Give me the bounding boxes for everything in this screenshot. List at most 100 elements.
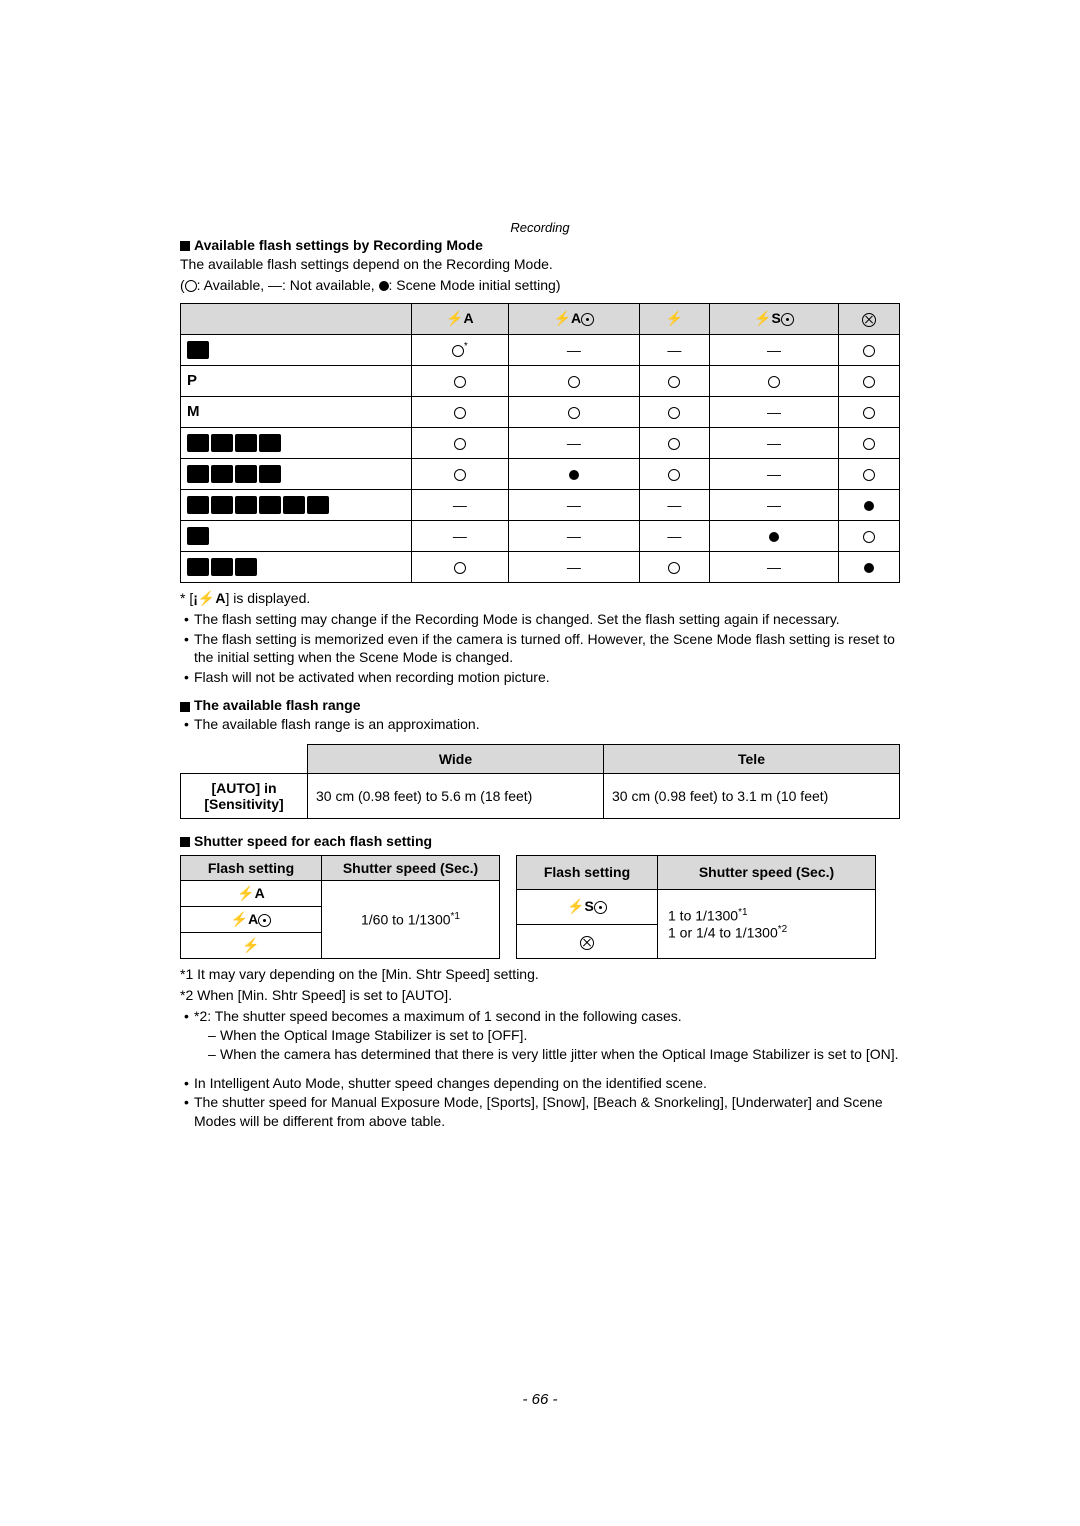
footnote-2: *2 When [Min. Shtr Speed] is set to [AUT… [180, 986, 900, 1005]
flash-off-icon [580, 936, 594, 950]
range-row-label: [AUTO] in [Sensitivity] [181, 774, 308, 819]
mode-cell [181, 427, 412, 458]
bullets-section1: The flash setting may change if the Reco… [180, 610, 900, 688]
shutter-table-left: Flash setting Shutter speed (Sec.) ⚡A 1/… [180, 855, 500, 959]
flash-cell [839, 396, 900, 427]
list-item: In Intelligent Auto Mode, shutter speed … [184, 1074, 900, 1093]
range-label-1: [AUTO] in [211, 780, 276, 796]
flash-cell: — [709, 427, 838, 458]
list-item: Flash will not be activated when recordi… [184, 668, 900, 687]
flash-cell: — [508, 551, 639, 582]
th-flash-on: ⚡ [639, 303, 709, 334]
flash-off-icon [862, 313, 876, 327]
th-blank [181, 303, 412, 334]
flash-cell [412, 396, 509, 427]
sh-l-speed: 1/60 to 1/1300*1 [322, 881, 500, 959]
shutter-tables-container: Flash setting Shutter speed (Sec.) ⚡A 1/… [180, 855, 900, 959]
flash-cell: — [508, 334, 639, 365]
range-th-tele: Tele [604, 745, 900, 774]
mode-cell: M [181, 396, 412, 427]
flash-cell: — [508, 489, 639, 520]
sh-r-l2: 1 or 1/4 to 1/1300 [668, 925, 778, 941]
list-item: The flash setting is memorized even if t… [184, 630, 900, 668]
section1-title-text: Available flash settings by Recording Mo… [194, 237, 483, 253]
flash-cell [839, 334, 900, 365]
bullets-section2: *2: The shutter speed becomes a maximum … [180, 1007, 900, 1064]
scene-mode-icon [307, 496, 329, 514]
mode-cell [181, 334, 412, 365]
flash-cell [639, 427, 709, 458]
flash-cell [839, 520, 900, 551]
scene-mode-icon [235, 558, 257, 576]
circle-open-icon [185, 280, 197, 292]
sh-r-l1s: *1 [738, 907, 747, 918]
sh-l-r3: ⚡ [181, 933, 322, 959]
note-prefix: * [ [180, 590, 193, 606]
flash-cell [839, 365, 900, 396]
scene-mode-icon [187, 434, 209, 452]
flash-cell [412, 551, 509, 582]
section2-title: The available flash range [180, 697, 900, 713]
sh-r-l2s: *2 [778, 924, 787, 935]
sh-l-speed-text: 1/60 to 1/1300 [361, 912, 451, 928]
table-row: ———— [181, 489, 900, 520]
header-recording: Recording [180, 220, 900, 235]
blank-cell [181, 745, 308, 774]
flash-cell [839, 458, 900, 489]
scene-mode-icon [211, 434, 233, 452]
range-label-2: [Sensitivity] [204, 796, 283, 812]
scene-mode-icon [211, 496, 233, 514]
square-bullet-icon [180, 702, 190, 712]
iflash-icon: ¡⚡A [193, 590, 225, 606]
range-wide: 30 cm (0.98 feet) to 5.6 m (18 feet) [308, 774, 604, 819]
legend: (: Available, —: Not available, : Scene … [180, 276, 900, 295]
sh-l-h2: Shutter speed (Sec.) [322, 856, 500, 881]
flash-cell: — [639, 334, 709, 365]
circle-filled-icon [379, 281, 389, 291]
footnote-1: *1 It may vary depending on the [Min. Sh… [180, 965, 900, 984]
redeye-icon [581, 313, 594, 326]
sh-r-h1: Flash setting [517, 856, 658, 890]
flash-cell [412, 458, 509, 489]
sh-l-sup: *1 [451, 911, 460, 922]
flash-cell [839, 551, 900, 582]
range-th-wide: Wide [308, 745, 604, 774]
flash-range-table: Wide Tele [AUTO] in [Sensitivity] 30 cm … [180, 744, 900, 819]
th-flash-auto-redeye: ⚡A [508, 303, 639, 334]
sh-r-r1: ⚡S [517, 889, 658, 924]
legend-available: : Available, —: Not available, [197, 277, 379, 293]
scene-mode-icon [259, 496, 281, 514]
table-row: P [181, 365, 900, 396]
section1-title: Available flash settings by Recording Mo… [180, 237, 900, 253]
section2-title-text: The available flash range [194, 697, 361, 713]
flash-cell [709, 365, 838, 396]
section3-title: Shutter speed for each flash setting [180, 833, 900, 849]
table-row: M— [181, 396, 900, 427]
flash-cell: — [412, 489, 509, 520]
scene-mode-icon [211, 465, 233, 483]
flash-cell [508, 365, 639, 396]
flash-cell: — [709, 551, 838, 582]
mode-cell: P [181, 365, 412, 396]
scene-mode-icon [235, 496, 257, 514]
section2-intro-list: The available flash range is an approxim… [180, 715, 900, 734]
redeye-icon [781, 313, 794, 326]
note-mid: ] is displayed. [225, 590, 310, 606]
flash-cell [639, 551, 709, 582]
flash-cell: — [709, 489, 838, 520]
section2-intro: The available flash range is an approxim… [184, 715, 900, 734]
bullet2-lead: *2: The shutter speed becomes a maximum … [184, 1007, 900, 1064]
flash-cell: — [709, 396, 838, 427]
scene-mode-icon [235, 465, 257, 483]
flash-cell [639, 365, 709, 396]
flash-cell [839, 427, 900, 458]
flash-cell: — [709, 334, 838, 365]
square-bullet-icon [180, 837, 190, 847]
flash-cell: — [639, 489, 709, 520]
scene-mode-icon [187, 496, 209, 514]
section3-title-text: Shutter speed for each flash setting [194, 833, 432, 849]
flash-cell [839, 489, 900, 520]
redeye-icon [258, 914, 271, 927]
shutter-table-right: Flash setting Shutter speed (Sec.) ⚡S 1 … [516, 855, 876, 959]
mode-cell [181, 520, 412, 551]
